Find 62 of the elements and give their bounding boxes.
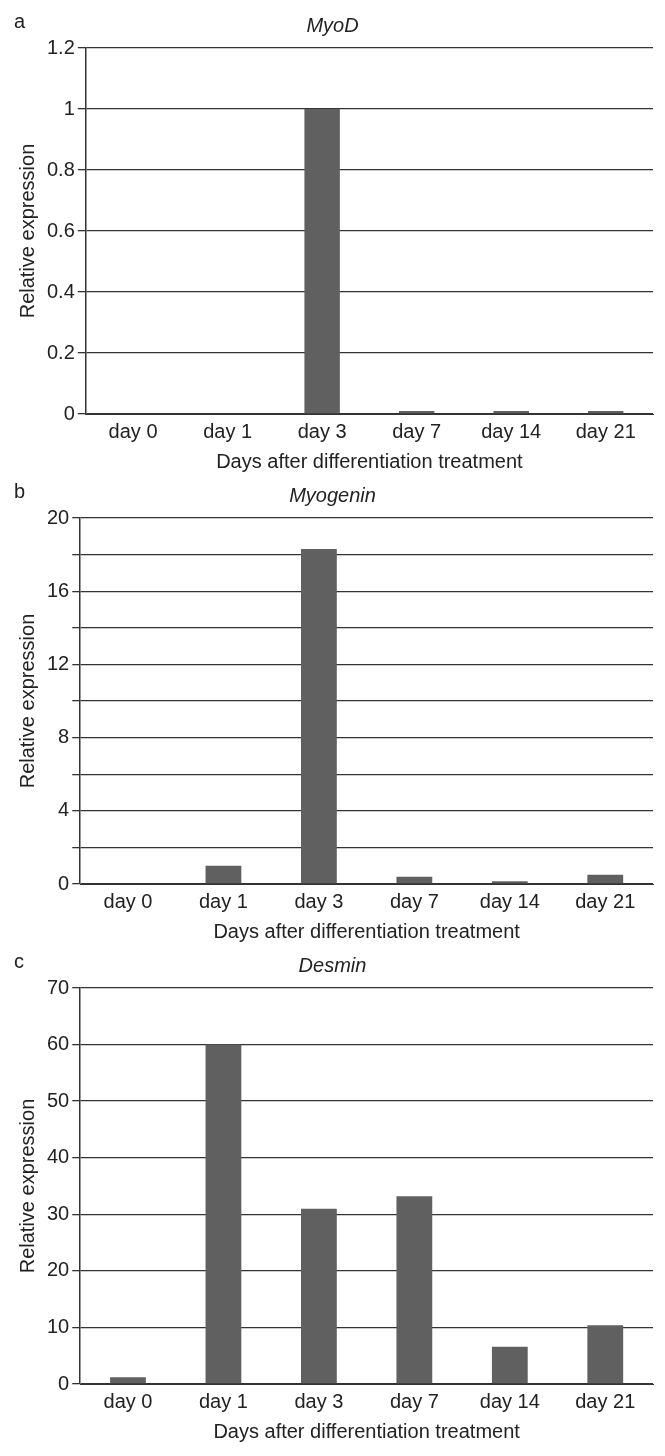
- y-tick-label: 50: [47, 1088, 70, 1111]
- y-tick-label: 0.6: [46, 218, 75, 241]
- chart-title: Desmin: [298, 953, 367, 976]
- x-tick-label: day 7: [392, 419, 442, 442]
- y-tick-label: 40: [47, 1145, 70, 1168]
- y-tick-label: 0.2: [46, 340, 75, 363]
- y-tick-label: 70: [47, 975, 70, 998]
- y-tick-label: 60: [47, 1032, 70, 1055]
- x-tick-label: day 0: [108, 419, 158, 442]
- x-tick-label: day 7: [389, 1389, 439, 1412]
- x-tick-label: day 1: [198, 889, 248, 912]
- y-tick-label: 4: [58, 798, 70, 821]
- y-tick-label: 1.2: [46, 35, 75, 58]
- y-tick-label: 8: [58, 725, 70, 748]
- bar: [491, 1346, 528, 1384]
- text: b: [14, 479, 26, 502]
- y-tick-label: 20: [47, 1258, 70, 1281]
- y-axis-title: Relative expression: [15, 613, 38, 789]
- x-tick-label: day 21: [575, 889, 636, 912]
- y-tick-label: 0.8: [46, 157, 75, 180]
- x-tick-label: day 21: [575, 419, 636, 442]
- y-tick-label: 0: [58, 871, 70, 894]
- x-tick-label: day 14: [481, 419, 542, 442]
- bar: [587, 1325, 624, 1384]
- x-tick-label: day 14: [479, 889, 540, 912]
- bar: [587, 874, 624, 884]
- x-tick-label: day 0: [103, 1389, 153, 1412]
- bar: [491, 881, 528, 884]
- y-axis-title: Relative expression: [15, 1098, 38, 1274]
- x-axis-title: Days after differentiation treatment: [213, 1419, 521, 1442]
- bar: [205, 1044, 242, 1384]
- y-tick-label: 0.4: [46, 279, 75, 302]
- y-tick-label: 20: [47, 505, 70, 528]
- x-tick-label: day 3: [297, 419, 347, 442]
- x-tick-label: day 14: [479, 1389, 540, 1412]
- bar: [396, 1196, 433, 1384]
- x-axis-title: Days after differentiation treatment: [216, 449, 524, 472]
- y-tick-label: 16: [47, 578, 70, 601]
- x-tick-label: day 21: [575, 1389, 636, 1412]
- y-tick-label: 12: [47, 651, 70, 674]
- x-tick-label: day 1: [203, 419, 253, 442]
- y-tick-label: 10: [47, 1314, 70, 1337]
- text: a: [14, 9, 26, 32]
- y-tick-label: 0: [58, 1371, 70, 1394]
- y-axis-title: Relative expression: [15, 143, 38, 319]
- x-axis-title: Days after differentiation treatment: [213, 919, 521, 942]
- x-tick-label: day 7: [389, 889, 439, 912]
- text: c: [14, 949, 24, 972]
- x-tick-label: day 3: [294, 889, 344, 912]
- chart-title: MyoD: [306, 13, 359, 36]
- x-tick-label: day 0: [103, 889, 153, 912]
- chart-title: Myogenin: [289, 483, 376, 506]
- bar: [301, 1208, 337, 1384]
- bar: [205, 865, 242, 884]
- y-tick-label: 30: [47, 1201, 70, 1224]
- bar: [396, 876, 433, 884]
- x-tick-label: day 1: [198, 1389, 248, 1412]
- y-tick-label: 1: [63, 96, 75, 119]
- bar: [301, 549, 337, 884]
- x-tick-label: day 3: [294, 1389, 344, 1412]
- bar: [110, 1377, 146, 1384]
- y-tick-label: 0: [63, 401, 75, 424]
